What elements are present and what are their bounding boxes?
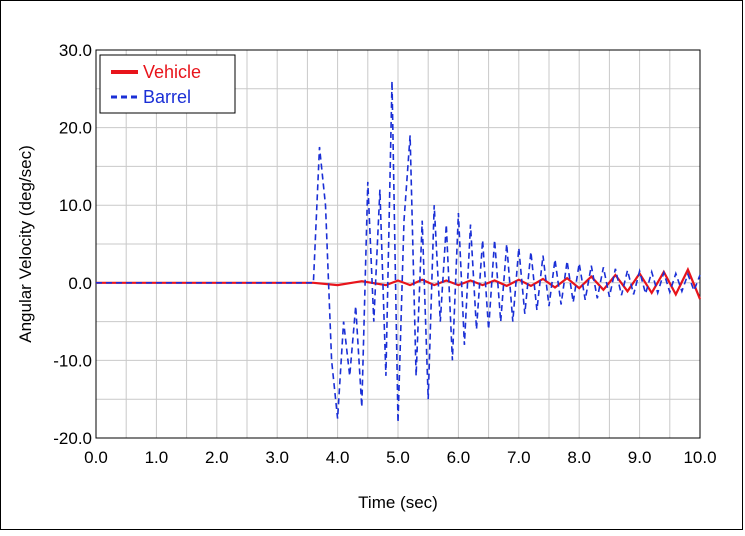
y-axis-title: Angular Velocity (deg/sec)	[16, 145, 35, 343]
legend-label-barrel: Barrel	[143, 87, 191, 107]
x-tick-label: 7.0	[507, 448, 531, 467]
y-tick-label: 10.0	[59, 196, 92, 215]
legend-box	[99, 54, 236, 114]
x-tick-label: 6.0	[447, 448, 471, 467]
series-line-barrel	[96, 80, 701, 423]
y-tick-label: 20.0	[59, 119, 92, 138]
x-tick-label: 1.0	[145, 448, 169, 467]
x-tick-label: 4.0	[326, 448, 350, 467]
plot-area	[95, 49, 701, 439]
x-tick-label: 2.0	[205, 448, 229, 467]
x-tick-label: 9.0	[628, 448, 652, 467]
series-layer	[96, 80, 702, 423]
x-tick-label: 3.0	[265, 448, 289, 467]
x-tick-label: 8.0	[567, 448, 591, 467]
tick-labels: 0.0 1.0 2.0 3.0 4.0 5.0 6.0 7.0 8.0 9.0 10.0 -20.0 -…	[53, 41, 716, 467]
grid-lines	[95, 49, 701, 439]
x-tick-label: 0.0	[84, 448, 108, 467]
y-tick-label: -10.0	[53, 351, 92, 370]
x-axis-title: Time (sec)	[358, 493, 438, 512]
y-tick-label: 0.0	[68, 274, 92, 293]
y-tick-label: 30.0	[59, 41, 92, 60]
legend: Vehicle Barrel	[99, 54, 236, 114]
x-tick-label: 10.0	[683, 448, 716, 467]
y-tick-label: -20.0	[53, 429, 92, 448]
legend-label-vehicle: Vehicle	[143, 62, 201, 82]
x-tick-label: 5.0	[386, 448, 410, 467]
